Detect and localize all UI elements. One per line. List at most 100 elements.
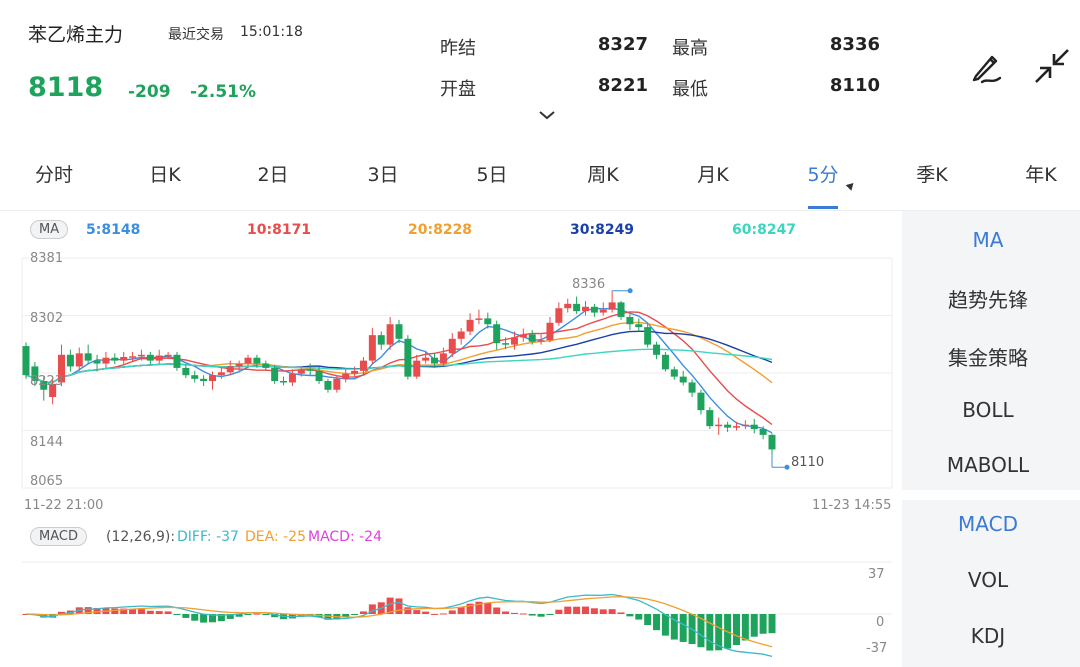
macd-bar [253, 613, 261, 615]
candle-body [226, 366, 234, 373]
macd-bar [93, 607, 101, 614]
high-label: 最高 [672, 38, 708, 59]
candle-body [439, 353, 447, 364]
macd-bar [439, 613, 447, 615]
instrument-name: 苯乙烯主力 [28, 24, 124, 46]
macd-chart[interactable] [0, 560, 900, 667]
tab-5min[interactable]: 5分 [807, 164, 839, 186]
chevron-down-icon[interactable] [537, 108, 557, 122]
candle-body [404, 338, 412, 377]
macd-diff-label: DIFF: -37 [177, 529, 239, 545]
x-axis-end: 11-23 14:55 [812, 498, 892, 513]
indicator-maboll[interactable]: MABOLL [946, 453, 1030, 477]
tab-intraday[interactable]: 分时 [34, 164, 73, 186]
ma60-line [25, 348, 773, 384]
candle-body [324, 381, 332, 390]
indicator-trend-pioneer[interactable]: 趋势先锋 [948, 288, 1028, 312]
indicator-macd[interactable]: MACD [958, 512, 1018, 536]
tab-quarterly-k[interactable]: 季K [916, 164, 948, 186]
macd-bar [617, 612, 625, 614]
macd-bar [750, 614, 758, 637]
macd-bar [84, 607, 92, 614]
macd-bar [582, 606, 589, 614]
candle-body [146, 354, 154, 361]
macd-bar [608, 609, 616, 614]
indicator-gold-strategy[interactable]: 集金策略 [948, 346, 1028, 370]
macd-bar [359, 611, 367, 614]
macd-bar [528, 614, 536, 616]
last-price: 8118 [28, 72, 104, 103]
candle-body [715, 424, 723, 427]
candle-body [253, 357, 261, 364]
pen-draw-icon[interactable] [964, 44, 1008, 88]
candle-body [635, 324, 643, 328]
macd-bar [120, 608, 128, 614]
macd-bar [484, 602, 492, 614]
low-value: 8110 [829, 75, 880, 96]
macd-bar [555, 609, 563, 614]
tab-5day[interactable]: 5日 [476, 164, 508, 186]
candle-body [84, 353, 92, 361]
y-axis-label: 8302 [30, 311, 64, 326]
macd-bar [448, 610, 456, 614]
macd-bar [297, 614, 305, 617]
macd-bar [457, 607, 465, 614]
candle-body [235, 363, 243, 367]
macd-bar [137, 609, 145, 614]
candle-body [22, 346, 30, 376]
macd-bar [324, 614, 332, 620]
tab-divider [0, 210, 1080, 211]
tab-2day[interactable]: 2日 [257, 164, 289, 186]
collapse-arrows-icon[interactable] [1030, 44, 1074, 88]
candle-body [58, 354, 66, 383]
macd-bar [661, 614, 669, 636]
macd-badge[interactable]: MACD [30, 527, 87, 546]
candle-body [137, 354, 145, 357]
candle-body [590, 306, 598, 313]
candle-body [724, 424, 732, 428]
macd-bar [342, 614, 350, 617]
candle-body [448, 338, 456, 354]
candle-body [697, 392, 705, 411]
candle-body [102, 357, 110, 364]
ma30-label: 30:8249 [570, 222, 635, 238]
macd-bar [759, 614, 767, 634]
indicator-boll[interactable]: BOLL [962, 398, 1014, 422]
candle-body [679, 376, 687, 383]
candle-body [288, 373, 296, 383]
candle-body [280, 381, 288, 383]
candle-body [741, 424, 749, 427]
candle-body [466, 319, 474, 332]
y-axis-label: 8223 [30, 374, 64, 389]
macd-bar [493, 607, 501, 614]
tab-yearly-k[interactable]: 年K [1025, 164, 1057, 186]
tab-monthly-k[interactable]: 月K [697, 164, 729, 186]
candle-body [582, 306, 589, 312]
macd-bar [573, 606, 581, 614]
macd-bar [590, 608, 598, 614]
tab-daily-k[interactable]: 日K [149, 164, 181, 186]
candle-body [626, 316, 634, 325]
ma10-label: 10:8171 [247, 222, 312, 238]
candle-body [75, 353, 83, 367]
macd-bar [173, 614, 181, 615]
panel-separator [902, 490, 1080, 500]
tab-weekly-k[interactable]: 周K [587, 164, 619, 186]
indicator-vol[interactable]: VOL [967, 568, 1009, 592]
macd-bar [129, 608, 137, 614]
candle-body [502, 343, 510, 345]
macd-bar [644, 614, 652, 626]
candle-body [564, 303, 572, 309]
macd-bar [537, 614, 545, 617]
macd-bar [49, 614, 57, 618]
candle-body [49, 383, 57, 398]
candle-body [209, 375, 216, 382]
tab-3day[interactable]: 3日 [367, 164, 399, 186]
indicator-kdj[interactable]: KDJ [970, 624, 1006, 648]
indicator-ma[interactable]: MA [972, 228, 1004, 252]
ma-badge[interactable]: MA [30, 220, 69, 239]
candle-body [191, 375, 199, 379]
candlestick-chart[interactable] [0, 244, 900, 496]
y-axis-label: 8144 [30, 435, 64, 450]
macd-bar [741, 614, 749, 641]
